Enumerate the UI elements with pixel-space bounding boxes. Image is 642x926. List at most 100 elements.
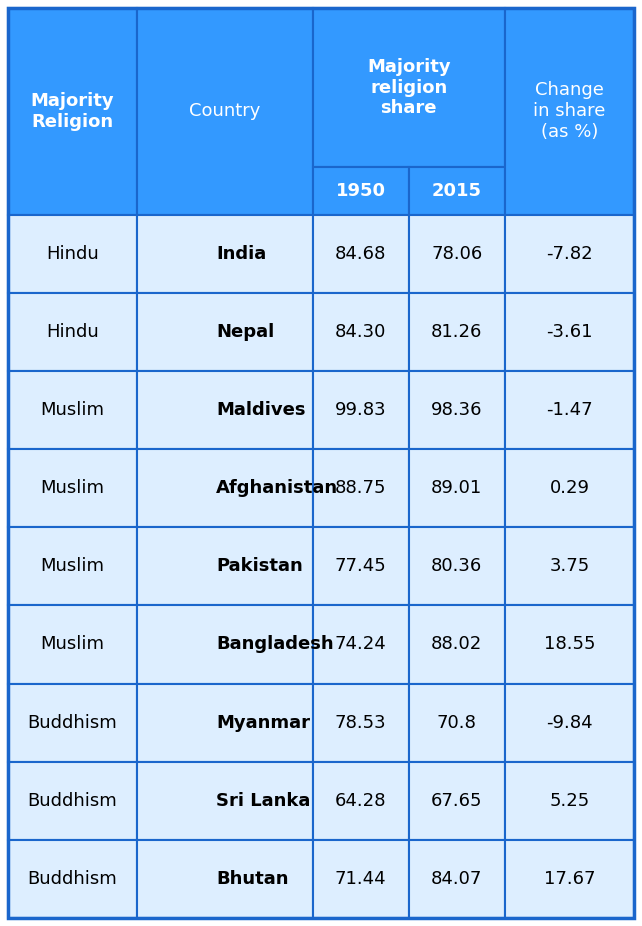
- Text: Country: Country: [189, 102, 261, 120]
- Text: 81.26: 81.26: [431, 323, 483, 341]
- Bar: [409, 215, 505, 293]
- Bar: [313, 168, 409, 215]
- Bar: [409, 371, 505, 449]
- Bar: [137, 840, 313, 918]
- Text: 2015: 2015: [432, 181, 482, 200]
- Text: India: India: [216, 244, 266, 263]
- Bar: [505, 449, 634, 527]
- Bar: [505, 293, 634, 371]
- Text: Muslim: Muslim: [40, 479, 105, 497]
- Bar: [409, 449, 505, 527]
- Text: 89.01: 89.01: [431, 479, 482, 497]
- Text: 78.53: 78.53: [335, 714, 386, 732]
- Text: 64.28: 64.28: [335, 792, 386, 809]
- Text: 18.55: 18.55: [544, 635, 595, 654]
- Bar: [505, 8, 634, 215]
- Text: Afghanistan: Afghanistan: [216, 479, 338, 497]
- Bar: [137, 215, 313, 293]
- Text: 3.75: 3.75: [550, 557, 589, 575]
- Bar: [313, 840, 409, 918]
- Bar: [313, 371, 409, 449]
- Bar: [409, 683, 505, 762]
- Bar: [8, 8, 137, 215]
- Text: 0.29: 0.29: [550, 479, 589, 497]
- Text: Myanmar: Myanmar: [216, 714, 310, 732]
- Bar: [313, 527, 409, 606]
- Text: 78.06: 78.06: [431, 244, 482, 263]
- Bar: [8, 762, 137, 840]
- Text: 84.07: 84.07: [431, 870, 483, 888]
- Text: -3.61: -3.61: [546, 323, 593, 341]
- Bar: [8, 840, 137, 918]
- Bar: [313, 215, 409, 293]
- Text: 17.67: 17.67: [544, 870, 595, 888]
- Bar: [137, 527, 313, 606]
- Text: -7.82: -7.82: [546, 244, 593, 263]
- Text: -1.47: -1.47: [546, 401, 593, 419]
- Bar: [8, 606, 137, 683]
- Text: 1950: 1950: [336, 181, 386, 200]
- Bar: [409, 762, 505, 840]
- Bar: [8, 371, 137, 449]
- Bar: [409, 527, 505, 606]
- Bar: [409, 293, 505, 371]
- Bar: [505, 762, 634, 840]
- Text: 67.65: 67.65: [431, 792, 483, 809]
- Text: Change
in share
(as %): Change in share (as %): [534, 81, 605, 141]
- Bar: [409, 168, 505, 215]
- Text: Nepal: Nepal: [216, 323, 274, 341]
- Bar: [8, 293, 137, 371]
- Bar: [137, 371, 313, 449]
- Text: Hindu: Hindu: [46, 244, 99, 263]
- Text: 88.75: 88.75: [335, 479, 386, 497]
- Text: -9.84: -9.84: [546, 714, 593, 732]
- Bar: [137, 762, 313, 840]
- Bar: [137, 449, 313, 527]
- Bar: [409, 840, 505, 918]
- Text: 84.68: 84.68: [335, 244, 386, 263]
- Bar: [505, 215, 634, 293]
- Text: 80.36: 80.36: [431, 557, 482, 575]
- Text: 71.44: 71.44: [335, 870, 386, 888]
- Bar: [137, 683, 313, 762]
- Text: Hindu: Hindu: [46, 323, 99, 341]
- Text: Bangladesh: Bangladesh: [216, 635, 334, 654]
- Bar: [409, 606, 505, 683]
- Text: Pakistan: Pakistan: [216, 557, 303, 575]
- Text: Muslim: Muslim: [40, 635, 105, 654]
- Bar: [313, 449, 409, 527]
- Text: Majority
Religion: Majority Religion: [31, 92, 114, 131]
- Text: Buddhism: Buddhism: [28, 792, 117, 809]
- Text: Bhutan: Bhutan: [216, 870, 289, 888]
- Bar: [313, 762, 409, 840]
- Bar: [8, 449, 137, 527]
- Bar: [313, 683, 409, 762]
- Bar: [8, 683, 137, 762]
- Bar: [505, 840, 634, 918]
- Text: Muslim: Muslim: [40, 557, 105, 575]
- Text: Sri Lanka: Sri Lanka: [216, 792, 311, 809]
- Bar: [8, 527, 137, 606]
- Text: 99.83: 99.83: [335, 401, 386, 419]
- Text: Muslim: Muslim: [40, 401, 105, 419]
- Text: Buddhism: Buddhism: [28, 870, 117, 888]
- Bar: [137, 293, 313, 371]
- Bar: [505, 371, 634, 449]
- Text: 88.02: 88.02: [431, 635, 482, 654]
- Text: 74.24: 74.24: [335, 635, 386, 654]
- Bar: [505, 683, 634, 762]
- Bar: [505, 527, 634, 606]
- Text: Maldives: Maldives: [216, 401, 306, 419]
- Bar: [313, 293, 409, 371]
- Text: Buddhism: Buddhism: [28, 714, 117, 732]
- Text: Majority
religion
share: Majority religion share: [367, 57, 451, 118]
- Bar: [313, 8, 505, 168]
- Bar: [505, 606, 634, 683]
- Text: 98.36: 98.36: [431, 401, 483, 419]
- Bar: [137, 8, 313, 215]
- Text: 70.8: 70.8: [437, 714, 477, 732]
- Bar: [137, 606, 313, 683]
- Text: 77.45: 77.45: [335, 557, 386, 575]
- Text: 5.25: 5.25: [550, 792, 589, 809]
- Bar: [8, 215, 137, 293]
